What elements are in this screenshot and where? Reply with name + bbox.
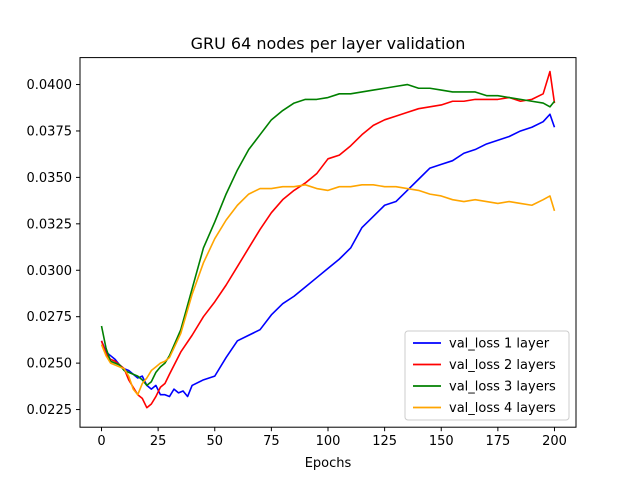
x-axis: 0 25 50 75 100 125 150 175 200	[97, 427, 567, 449]
series-line-1	[100, 113, 556, 398]
y-tick-label: 0.0300	[27, 264, 73, 279]
y-tick-label: 0.0325	[27, 217, 73, 232]
x-tick-label: 50	[206, 434, 223, 449]
y-tick-label: 0.0250	[27, 357, 73, 372]
series-line-4	[100, 184, 556, 396]
x-tick-label: 75	[263, 434, 280, 449]
x-tick-label: 175	[485, 434, 510, 449]
x-tick-label: 125	[372, 434, 397, 449]
x-tick-label: 200	[542, 434, 567, 449]
y-tick-label: 0.0225	[27, 403, 73, 418]
legend-label-2: val_loss 2 layers	[449, 358, 556, 373]
series-line-2	[100, 70, 556, 409]
legend-label-4: val_loss 4 layers	[449, 401, 556, 416]
legend-label-3: val_loss 3 layers	[449, 380, 556, 395]
y-axis: 0.0225 0.0250 0.0275 0.0300 0.0325 0.0350 0.03…	[27, 78, 80, 418]
x-tick-label: 150	[429, 434, 454, 449]
x-tick-label: 0	[97, 434, 105, 449]
legend-label-1: val_loss 1 layer	[449, 337, 550, 352]
legend-box	[404, 330, 570, 421]
y-tick-label: 0.0275	[27, 310, 73, 325]
x-tick-label: 100	[316, 434, 341, 449]
chart-title: GRU 64 nodes per layer validation	[191, 34, 466, 53]
x-tick-label: 25	[150, 434, 167, 449]
y-tick-label: 0.0350	[27, 171, 73, 186]
series-line-3	[100, 83, 556, 387]
x-axis-label: Epochs	[305, 456, 352, 471]
y-tick-label: 0.0375	[27, 124, 73, 139]
y-tick-label: 0.0400	[27, 78, 73, 93]
series-layer	[100, 70, 556, 409]
legend: val_loss 1 layer val_loss 2 layers val_los…	[404, 330, 570, 421]
